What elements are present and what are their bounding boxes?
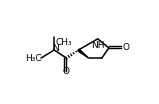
Polygon shape [78, 49, 89, 58]
Text: N: N [52, 45, 59, 53]
Text: O: O [122, 43, 129, 52]
Text: NH: NH [91, 41, 104, 50]
Text: O: O [63, 67, 70, 76]
Text: CH₃: CH₃ [56, 38, 72, 47]
Text: H₃C: H₃C [25, 54, 42, 63]
